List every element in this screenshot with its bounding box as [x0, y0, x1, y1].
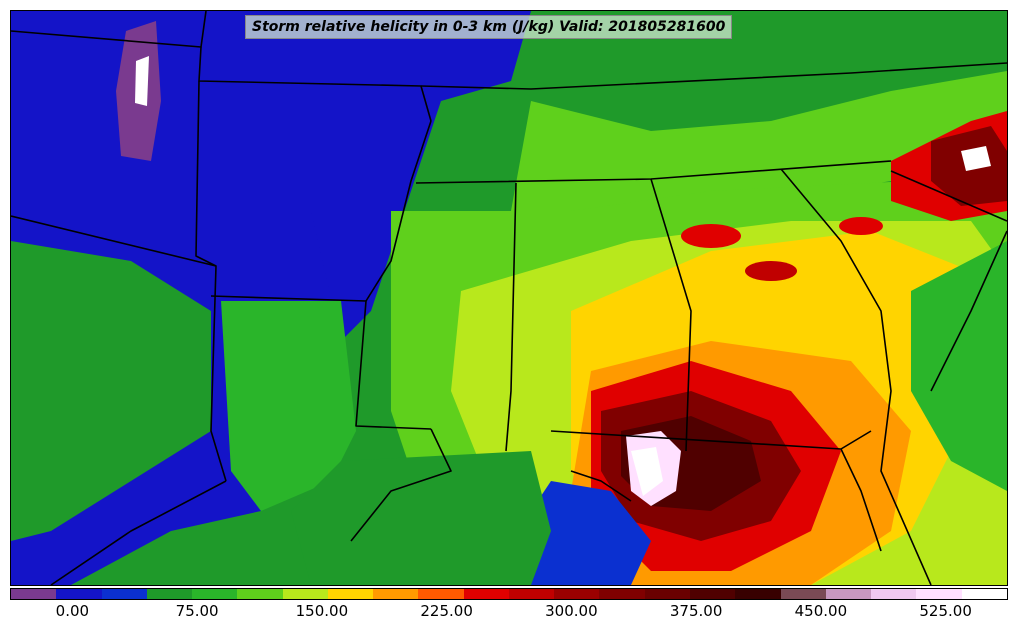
colorbar-tick-label: 525.00: [919, 602, 972, 620]
green-patch-louisiana: [221, 301, 356, 511]
low-helicity-region-northcentral: [211, 11, 531, 341]
colorbar-segment: [780, 589, 826, 599]
colorbar-segment: [508, 589, 555, 599]
colorbar-segment: [327, 589, 374, 599]
white-spot-carolinas: [961, 146, 991, 171]
colorbar-segment: [11, 589, 57, 599]
colorbar-segment: [146, 589, 193, 599]
colorbar-segment: [463, 589, 509, 599]
lightgreen-band: [511, 71, 1007, 241]
colorbar-labels: 0.00 75.00 150.00 225.00 300.00 375.00 450.00 5…: [10, 602, 1008, 624]
colorbar-tick-label: 450.00: [794, 602, 848, 620]
colorbar-segment: [373, 589, 419, 599]
colorbar-segment: [192, 589, 238, 599]
red-blob-1: [681, 224, 741, 248]
state-borders: [11, 11, 1007, 585]
colorbar-segment: [237, 589, 283, 599]
map-title: Storm relative helicity in 0-3 km (J/kg)…: [252, 19, 726, 35]
colorbar: [10, 588, 1008, 600]
colorbar-tick-label: 150.00: [295, 602, 349, 620]
white-core-gulf: [631, 447, 663, 496]
map-title-box: Storm relative helicity in 0-3 km (J/kg)…: [245, 15, 733, 39]
green-coast-east: [911, 241, 1007, 491]
colorbar-segment: [825, 589, 872, 599]
colorbar-tick-label: 0.00: [55, 602, 90, 620]
colorbar-segment: [418, 589, 464, 599]
colorbar-segment: [101, 589, 147, 599]
colorbar-segment: [599, 589, 645, 599]
colorbar-tick-label: 300.00: [545, 602, 598, 620]
colorbar-segment: [554, 589, 600, 599]
colorbar-tick-label: 225.00: [420, 602, 473, 620]
colorbar-segment: [56, 589, 102, 599]
colorbar-segment: [282, 589, 328, 599]
white-spot-north: [135, 56, 149, 106]
colorbar-segment: [961, 589, 1007, 599]
red-blob-2: [745, 261, 797, 281]
colorbar-segment: [644, 589, 690, 599]
map-panel: [10, 10, 1008, 586]
red-blob-3: [839, 217, 883, 235]
colorbar-segment: [735, 589, 781, 599]
colorbar-segment: [871, 589, 917, 599]
green-gulf-region: [291, 451, 551, 585]
blue-coast-region: [531, 481, 651, 585]
colorbar-tick-label: 375.00: [669, 602, 723, 620]
green-patch-texas: [11, 241, 211, 541]
colorbar-tick-label: 75.00: [175, 602, 219, 620]
colorbar-segment: [689, 589, 736, 599]
colorbar-segment: [916, 589, 962, 599]
helicity-map: [11, 11, 1007, 585]
